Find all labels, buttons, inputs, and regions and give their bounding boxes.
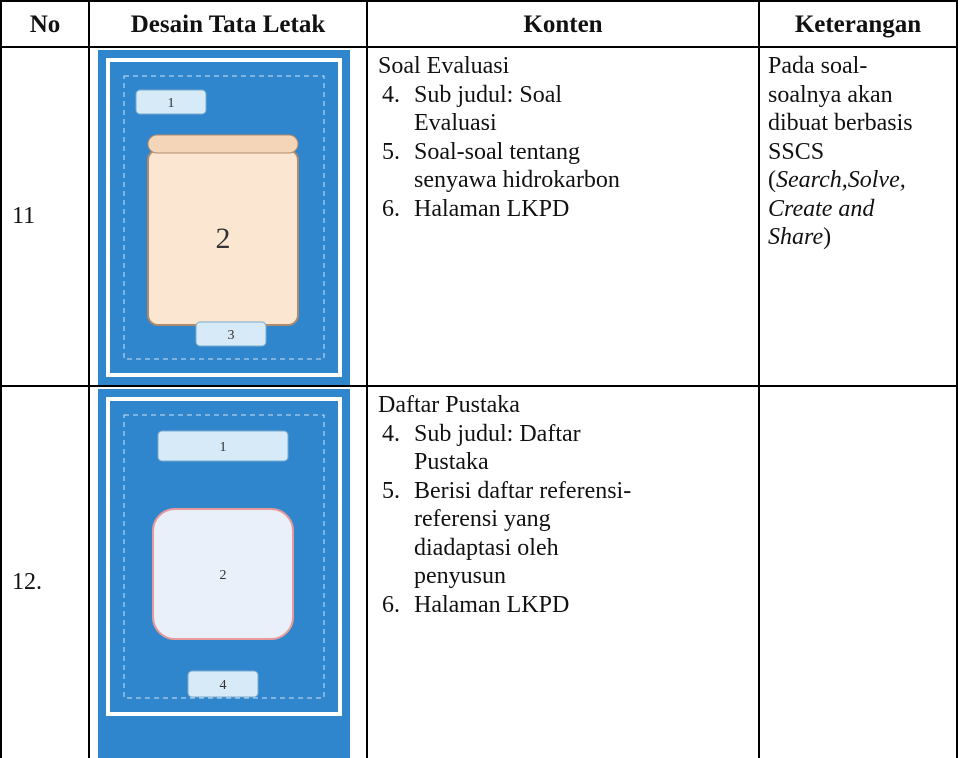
note-text: Create and [768, 195, 875, 222]
item-line: Evaluasi [414, 110, 497, 136]
list-item: 4. Sub judul: Daftar Pustaka [378, 420, 758, 477]
note-line: dibuat berbasis [768, 109, 956, 138]
item-line: diadaptasi oleh [414, 534, 559, 561]
note-line: soalnya akan [768, 81, 956, 110]
layout-cell: 1 2 3 [90, 48, 368, 387]
item-text: Sub judul: Soal Evaluasi [414, 81, 562, 138]
row-number: 12. [0, 387, 90, 758]
item-number: 6. [382, 195, 400, 222]
item-line: Soal-soal tentang [414, 138, 580, 165]
note-text: SSCS [768, 138, 825, 165]
item-text: Halaman LKPD [414, 591, 569, 620]
note-text: Search,Solve, [776, 167, 906, 193]
frame [106, 58, 342, 377]
note-line: Pada soal- [768, 52, 956, 81]
layout-sketch: 1 2 4 [98, 389, 350, 758]
header-cell: Keterangan [760, 0, 958, 48]
list-item: 6. Halaman LKPD [378, 195, 758, 224]
layout-sketch: 1 2 3 [98, 50, 350, 385]
layout-label: 2 [220, 568, 227, 583]
item-line: Sub judul: Soal [414, 81, 563, 108]
label-box [157, 430, 289, 462]
note-text: ( [768, 167, 776, 193]
layout-label: 1 [168, 96, 175, 111]
guide [123, 414, 325, 699]
list-item: 5. Berisi daftar referensi-referensi yang… [378, 477, 758, 591]
label-box [195, 321, 267, 347]
item-number: 4. [382, 81, 400, 108]
guide [123, 75, 325, 360]
note-cell [760, 387, 958, 758]
item-text: Sub judul: Daftar Pustaka [414, 420, 581, 477]
header-cell: No [0, 0, 90, 48]
content-cell: Soal Evaluasi 4. Sub judul: Soal Evaluasi 5.… [368, 48, 760, 387]
note-line: Share) [768, 223, 956, 252]
note-line: (Search,Solve, [768, 166, 956, 195]
note-text: soalnya akan [768, 81, 893, 108]
label-box [187, 670, 259, 698]
layout-label: 3 [228, 328, 235, 343]
item-number: 5. [382, 138, 400, 165]
item-line: Sub judul: Daftar [414, 420, 581, 447]
layout-label: 2 [216, 222, 231, 255]
note-cell: Pada soal-soalnya akan dibuat berbasis SSC… [760, 48, 958, 387]
content-box [152, 508, 294, 640]
item-text: Berisi daftar referensi-referensi yang di… [414, 477, 631, 591]
item-line: Halaman LKPD [414, 195, 570, 222]
note-line: SSCS [768, 138, 956, 167]
list-item: 6. Halaman LKPD [378, 591, 758, 620]
row-number: 11 [0, 48, 90, 387]
note-text: ) [823, 224, 832, 250]
scroll-edge [147, 134, 299, 154]
item-line: penyusun [414, 563, 506, 589]
item-number: 6. [382, 591, 400, 618]
item-line: referensi yang [414, 506, 551, 532]
list-item: 4. Sub judul: Soal Evaluasi [378, 81, 758, 138]
layout-cell: 1 2 4 [90, 387, 368, 758]
item-line: Halaman LKPD [414, 591, 570, 618]
item-text: Halaman LKPD [414, 195, 569, 224]
note-line: Create and [768, 195, 956, 224]
item-line: senyawa hidrokarbon [414, 167, 620, 193]
note-text: Share [768, 224, 824, 250]
note-text: dibuat berbasis [768, 110, 913, 136]
item-line: Berisi daftar referensi- [414, 477, 632, 504]
header-cell: Desain Tata Letak [90, 0, 368, 48]
list-item: 5. Soal-soal tentang senyawa hidrokarbon [378, 138, 758, 195]
content-title: Soal Evaluasi [378, 53, 510, 79]
layout-label: 4 [220, 678, 227, 693]
frame [106, 397, 342, 716]
item-text: Soal-soal tentang senyawa hidrokarbon [414, 138, 620, 195]
layout-label: 1 [220, 440, 227, 455]
item-line: Pustaka [414, 449, 489, 475]
content-cell: Daftar Pustaka 4. Sub judul: Daftar Pustaka… [368, 387, 760, 758]
item-number: 4. [382, 420, 400, 447]
header-cell: Konten [368, 0, 760, 48]
item-number: 5. [382, 477, 400, 504]
content-title: Daftar Pustaka [378, 392, 520, 418]
note-text: Pada soal- [768, 53, 868, 79]
label-box [135, 89, 207, 115]
